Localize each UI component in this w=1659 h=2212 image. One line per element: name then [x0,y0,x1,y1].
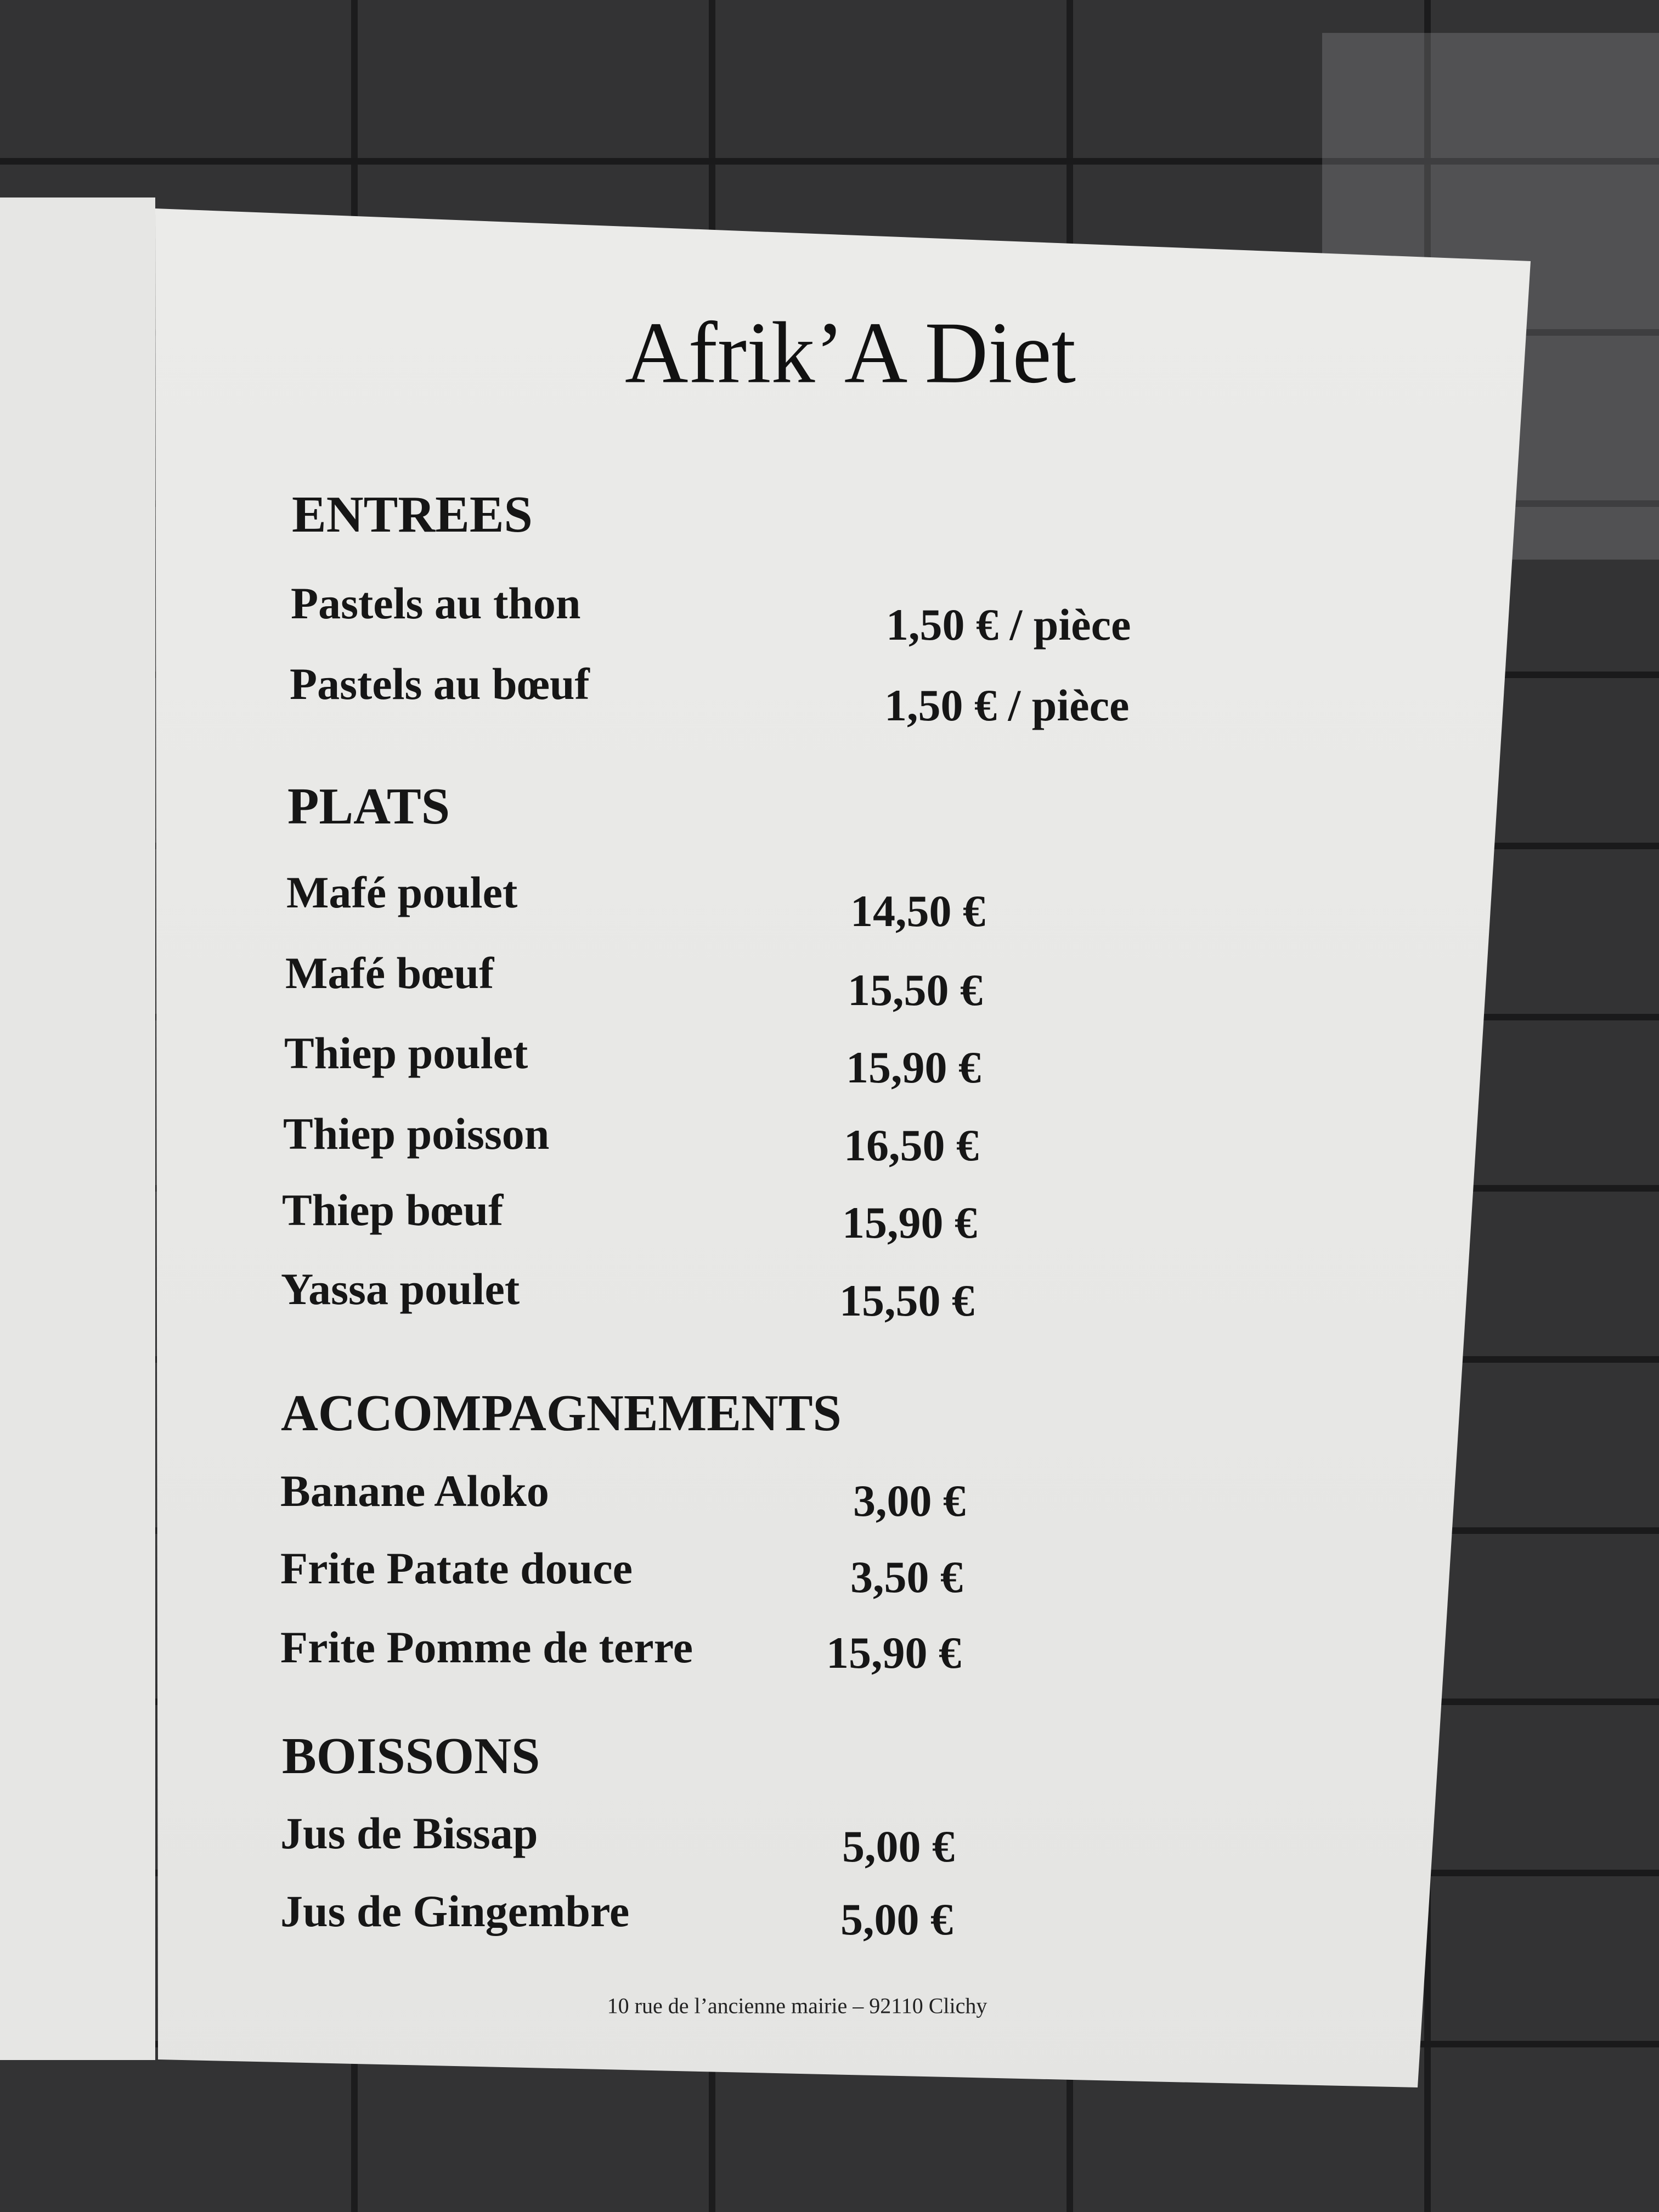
menu-item-price: 15,50 € [839,1276,974,1325]
menu-item-name: Mafé poulet [286,867,518,917]
menu-item-price: 16,50 € [844,1120,979,1170]
menu-item-name: Yassa poulet [281,1264,520,1314]
menu-item-name: Jus de Gingembre [280,1886,630,1936]
menu-item-price: 15,50 € [848,965,983,1015]
menu-item-name: Thiep poulet [284,1028,528,1078]
menu-item-name: Thiep poisson [283,1109,550,1159]
menu-item-name: Banane Aloko [280,1466,549,1516]
adjacent-paper-sheet [0,198,155,2060]
restaurant-title: Afrik’A Diet [624,303,1076,402]
menu-item-name: Frite Pomme de terre [280,1622,693,1672]
menu-item-price: 15,90 € [842,1198,977,1248]
menu-item-name: Pastels au bœuf [290,659,590,709]
menu-item-name: Frite Patate douce [280,1543,633,1593]
menu-item-price: 1,50 € / pièce [886,600,1131,650]
menu-item-price: 14,50 € [850,886,985,936]
menu-item-price: 5,00 € [842,1821,955,1871]
menu-item-name: Jus de Bissap [280,1808,538,1858]
menu-item-price: 5,00 € [840,1894,953,1944]
menu-item-price: 1,50 € / pièce [884,680,1130,730]
menu-item-price: 3,00 € [853,1476,966,1526]
section-heading-boissons: BOISSONS [282,1728,540,1785]
menu-item-price: 15,90 € [826,1628,961,1678]
menu-item-price: 15,90 € [846,1042,981,1092]
section-heading-entrees: ENTREES [292,486,533,543]
section-heading-accompagnements: ACCOMPAGNEMENTS [281,1385,842,1442]
menu-item-name: Pastels au thon [291,578,581,628]
address-footer: 10 rue de l’ancienne mairie – 92110 Clic… [607,1993,988,2018]
menu-item-name: Mafé bœuf [285,948,494,998]
section-heading-plats: PLATS [287,778,450,835]
menu-item-price: 3,50 € [850,1552,963,1602]
menu-item-name: Thiep bœuf [282,1185,504,1235]
